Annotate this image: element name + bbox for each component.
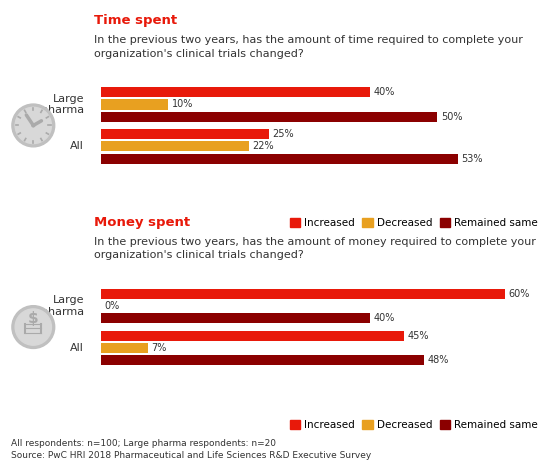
Bar (101, 100, 168, 109)
Bar (101, 331, 404, 341)
Bar (101, 112, 437, 122)
Text: 25%: 25% (273, 129, 294, 139)
Bar (101, 343, 148, 353)
Text: 40%: 40% (374, 87, 395, 97)
Text: 45%: 45% (407, 331, 428, 341)
Bar (101, 153, 458, 164)
Text: Money spent: Money spent (94, 216, 190, 229)
Text: In the previous two years, has the amount of time required to complete your
orga: In the previous two years, has the amoun… (94, 35, 523, 59)
Legend: Increased, Decreased, Remained same: Increased, Decreased, Remained same (285, 214, 542, 232)
Bar (101, 129, 269, 139)
Circle shape (15, 309, 52, 345)
Circle shape (12, 104, 55, 147)
Text: $: $ (28, 311, 39, 325)
Text: 10%: 10% (171, 100, 193, 109)
Bar (101, 87, 370, 97)
Text: 48%: 48% (427, 355, 449, 365)
Text: 22%: 22% (253, 141, 274, 152)
Bar (101, 289, 504, 299)
Text: 40%: 40% (374, 313, 395, 323)
Circle shape (15, 107, 52, 144)
Circle shape (32, 124, 35, 127)
Text: In the previous two years, has the amount of money required to complete your
org: In the previous two years, has the amoun… (94, 237, 536, 260)
Bar (101, 355, 424, 365)
Text: 0%: 0% (104, 301, 120, 311)
Text: 53%: 53% (461, 154, 482, 164)
Text: 7%: 7% (152, 343, 167, 353)
Text: All respondents: n=100; Large pharma respondents: n=20
Source: PwC HRI 2018 Phar: All respondents: n=100; Large pharma res… (11, 439, 371, 460)
Bar (101, 141, 249, 152)
Circle shape (12, 306, 55, 348)
Text: Time spent: Time spent (94, 14, 178, 27)
Bar (101, 313, 370, 324)
Text: 50%: 50% (441, 112, 462, 122)
Legend: Increased, Decreased, Remained same: Increased, Decreased, Remained same (285, 416, 542, 434)
Text: 60%: 60% (508, 289, 529, 299)
